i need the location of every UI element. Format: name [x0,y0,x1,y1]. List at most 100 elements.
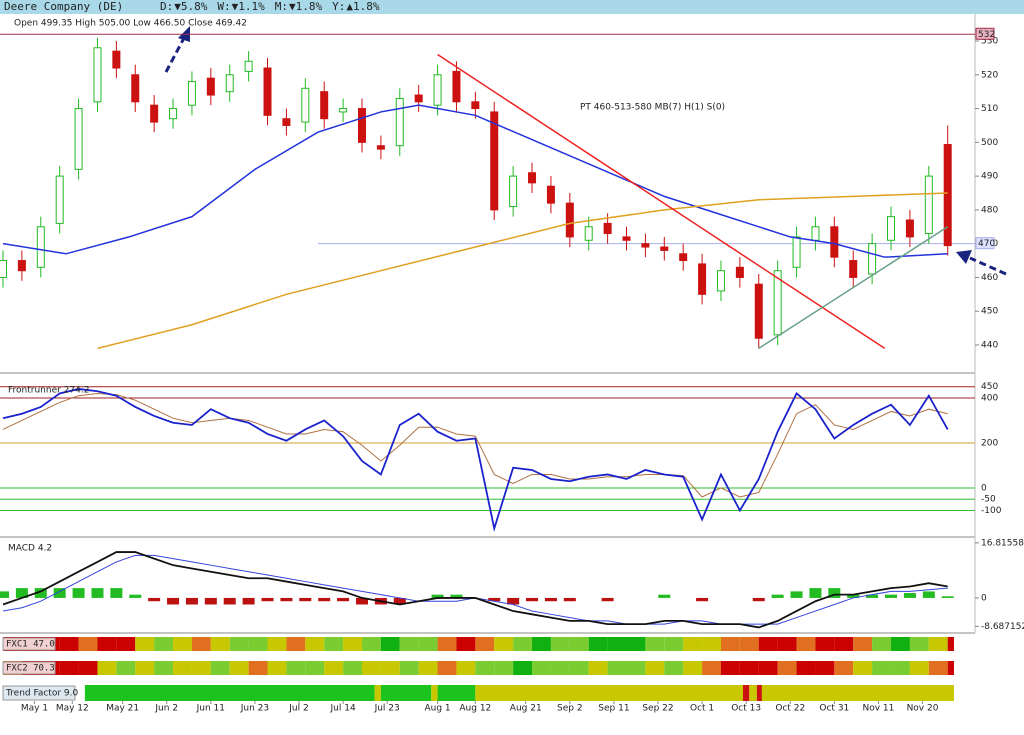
histogram-bar [110,588,123,598]
histogram-bar [242,597,255,605]
candle-body [830,226,839,258]
histogram-bar [450,594,463,598]
candle-body [509,175,518,208]
header-title: Deere Company (DE) [4,0,123,13]
heat-cell [532,661,551,675]
candle-body [339,108,348,113]
heat-cell [324,661,344,675]
heat-cell [343,637,362,651]
heat-cell [361,637,381,651]
trend-segment [749,685,757,701]
heat-cell [588,637,608,651]
candle-body [490,111,499,211]
histogram-bar [601,597,614,602]
x-tick-label: Oct 31 [819,704,849,714]
heat-cell [664,661,684,675]
candle-body [887,216,896,241]
candle-body [169,108,178,120]
histogram-bar [318,597,331,602]
heat-cell [456,661,476,675]
heat-cell [475,661,495,675]
change-label: D: [160,0,173,13]
candle-body [93,47,102,103]
candle-body [282,118,291,126]
candle-body [471,101,480,110]
trend-segment [475,685,744,701]
candle-body [754,283,763,339]
heat-cell [210,661,230,675]
heat-cell [569,661,589,675]
x-tick-label: May 1 [21,704,48,714]
heat-cell [702,637,721,651]
histogram-bar [847,594,860,598]
histogram-bar [148,597,161,602]
candle-body [357,108,366,143]
panel-title: MACD 4.2 [8,544,52,554]
heat-cell [286,661,306,675]
heat-cell [891,661,910,675]
heat-cell [947,661,954,675]
histogram-bar [299,597,312,602]
candle-body [679,253,688,262]
candle-body [301,87,310,123]
heat-cell [626,661,646,675]
heat-cell [739,661,759,675]
x-tick-label: Oct 1 [690,704,714,714]
panel-title: Frontrunner 274.2 [8,386,89,396]
heat-cell [702,661,721,675]
heat-cell [834,661,854,675]
y-tick-label: -50 [981,495,996,505]
trend-segment [431,685,438,701]
heat-cell [777,661,797,675]
heat-cell [645,661,665,675]
histogram-bar [280,597,293,602]
candle-body [773,270,782,336]
trend-segment [84,685,375,701]
x-tick-label: Sep 22 [642,704,673,714]
candle-body [36,226,45,268]
level-label: 532 [978,30,995,40]
heat-cell [324,637,344,651]
trend-segment [380,685,432,701]
histogram-bar [922,591,935,598]
candle-body [546,185,555,204]
y-tick-label: 0 [981,593,987,603]
heat-cell [815,637,835,651]
y-tick-label: 450 [981,307,998,317]
y-tick-label: 400 [981,393,998,403]
heat-cell [947,637,954,651]
histogram-bar [393,597,406,605]
heat-cell [286,637,306,651]
y-tick-label: 520 [981,70,998,80]
histogram-bar [0,591,9,598]
x-tick-label: Jul 23 [374,704,400,714]
histogram-bar [752,597,765,602]
heat-cell [626,637,646,651]
candle-body [187,81,196,106]
strip-label-box [2,685,76,701]
strip-title: Trend Factor 9.0 [5,689,78,699]
y-tick-label: 460 [981,273,998,283]
x-tick-label: Jun 2 [154,704,178,714]
heat-cell [569,637,589,651]
candle-body [452,70,461,103]
histogram-bar [185,597,198,605]
histogram-bar [563,597,576,602]
candle-body [74,108,83,170]
heat-cell [305,637,325,651]
annotation: PT 460-513-580 MB(7) H(1) S(0) [580,103,725,113]
histogram-bar [34,588,47,598]
heat-cell [928,661,948,675]
histogram-bar [488,597,501,602]
histogram-bar [53,588,66,598]
heat-cell [607,637,627,651]
candle-body [735,266,744,278]
heat-cell [532,637,551,651]
heat-cell [494,661,514,675]
heat-cell [853,637,873,651]
histogram-bar [337,597,350,602]
x-tick-label: Oct 22 [775,704,805,714]
heat-cell [418,637,438,651]
heat-cell [588,661,608,675]
x-tick-label: May 12 [56,704,89,714]
